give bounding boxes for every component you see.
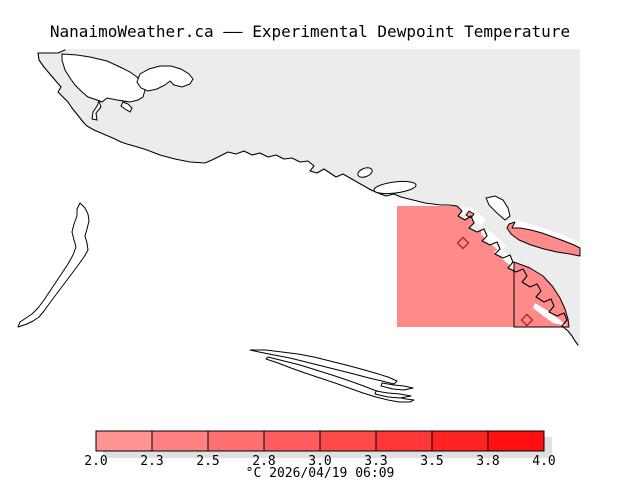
harbour-bay: [460, 207, 486, 226]
station-marker: [520, 313, 534, 327]
colorbar-segment: [376, 431, 432, 451]
sliver-island-center-north: [249, 349, 398, 385]
colorbar-tick-label: 2.8: [252, 454, 275, 469]
harbour-islet: [465, 210, 475, 219]
harbour-bay: [481, 228, 506, 251]
colorbar-border: [95, 430, 545, 452]
inlet-channel-tail: [91, 99, 102, 121]
channel-water: [505, 219, 580, 248]
shore-water-wedge: [533, 303, 567, 326]
colorbar-segment: [488, 431, 544, 451]
colorbar-segment: [208, 431, 264, 451]
colorbar-tick-label: 3.8: [476, 454, 499, 469]
coastal-lagoon: [357, 167, 373, 178]
harbour-bay: [485, 195, 511, 221]
colorbar-segment: [432, 431, 488, 451]
colorbar-tick-label: 2.0: [84, 454, 107, 469]
sliver-island-center-south: [265, 356, 415, 403]
colorbar-tick-label: 3.3: [364, 454, 387, 469]
colorbar: 2.0 2.3 2.5 2.8 3.0 3.3 3.5 3.8 4.0 °C 2…: [84, 430, 556, 480]
page-title: NanaimoWeather.ca —— Experimental Dewpoi…: [50, 22, 570, 41]
colorbar-segment: [320, 431, 376, 451]
narrow-island-offshore: [373, 180, 417, 195]
sliver-island-west: [17, 202, 90, 328]
colorbar-unit-timestamp: °C 2026/04/19 06:09: [246, 466, 395, 480]
coastline: [37, 52, 579, 346]
colorbar-tick-label: 2.5: [196, 454, 219, 469]
colorbar-segment: [96, 431, 152, 451]
inlet-water-body-east: [136, 65, 194, 92]
island-blob-data: [513, 261, 570, 328]
inlet-water-body: [61, 53, 146, 103]
colorbar-tick-label: 4.0: [532, 454, 555, 469]
station-marker: [456, 236, 470, 250]
island-fork-spur: [374, 390, 412, 399]
coastline-top-lip: [37, 49, 66, 54]
colorbar-tick-label: 2.3: [140, 454, 163, 469]
colorbar-tick-label: 3.5: [420, 454, 443, 469]
colorbar-tick-label: 3.0: [308, 454, 331, 469]
mainland-landmass: [38, 49, 580, 348]
colorbar-segment: [264, 431, 320, 451]
colorbar-segment: [152, 431, 208, 451]
island-arm-data: [506, 221, 581, 257]
inlet-hook-channel: [120, 101, 133, 113]
island-fork-spur: [380, 382, 414, 391]
